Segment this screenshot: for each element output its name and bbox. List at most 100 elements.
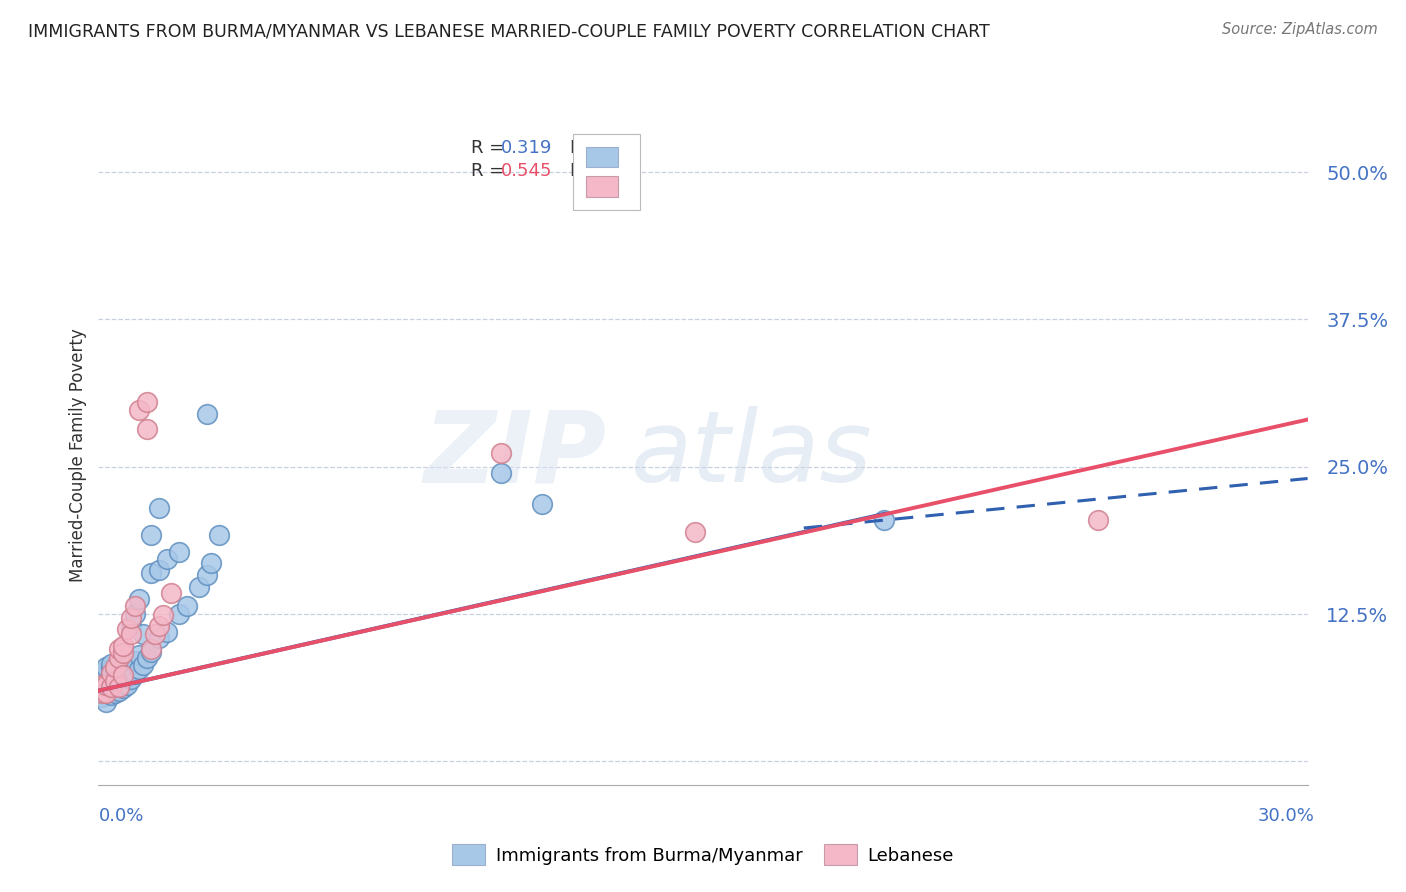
Point: [139, 645, 162, 659]
Text: N =: N =: [569, 162, 610, 180]
Point: [120, 610, 142, 624]
Point: [100, 662, 122, 677]
Point: [103, 686, 125, 700]
Point: [1087, 513, 1109, 527]
Point: [120, 672, 142, 686]
Text: 0.319: 0.319: [501, 139, 553, 157]
Point: [100, 657, 122, 671]
Point: [200, 557, 222, 571]
Point: [120, 662, 142, 677]
Point: [111, 681, 134, 696]
Text: 29: 29: [600, 162, 623, 180]
Text: IMMIGRANTS FROM BURMA/MYANMAR VS LEBANESE MARRIED-COUPLE FAMILY POVERTY CORRELAT: IMMIGRANTS FROM BURMA/MYANMAR VS LEBANES…: [28, 22, 990, 40]
Point: [96, 678, 118, 692]
Point: [139, 566, 162, 580]
Point: [195, 407, 218, 421]
Point: [132, 657, 155, 672]
Point: [873, 513, 896, 527]
Point: [176, 599, 198, 613]
Point: [96, 686, 118, 700]
Point: [167, 607, 190, 621]
Point: [148, 564, 170, 578]
Point: [148, 619, 170, 633]
Point: [148, 631, 170, 645]
Point: [111, 639, 134, 653]
Point: [100, 665, 122, 680]
Point: [124, 599, 146, 613]
Point: [128, 403, 150, 417]
Y-axis label: Married-Couple Family Poverty: Married-Couple Family Poverty: [69, 328, 87, 582]
Point: [91, 686, 114, 700]
Point: [96, 680, 118, 694]
Text: ZIP: ZIP: [423, 407, 606, 503]
Point: [115, 623, 138, 637]
Point: [160, 586, 183, 600]
Point: [91, 674, 114, 689]
Point: [111, 665, 134, 680]
Point: [107, 650, 129, 665]
Point: [96, 667, 118, 681]
Text: R =: R =: [471, 139, 510, 157]
Point: [107, 642, 129, 657]
Point: [128, 591, 150, 606]
Point: [156, 551, 179, 566]
Point: [208, 528, 231, 542]
Point: [111, 668, 134, 682]
Point: [91, 690, 114, 704]
Point: [530, 498, 553, 512]
Point: [167, 544, 190, 558]
Point: [124, 667, 146, 681]
Point: [115, 669, 138, 683]
Point: [100, 689, 122, 703]
Point: [195, 568, 218, 582]
Text: Source: ZipAtlas.com: Source: ZipAtlas.com: [1222, 22, 1378, 37]
Text: atlas: atlas: [630, 407, 872, 503]
Point: [152, 608, 174, 623]
Point: [91, 678, 114, 692]
Point: [156, 624, 179, 639]
Text: N =: N =: [569, 139, 610, 157]
Point: [683, 524, 706, 539]
Point: [139, 642, 162, 657]
Point: [103, 672, 125, 686]
Point: [132, 627, 155, 641]
Point: [111, 646, 134, 660]
Point: [100, 680, 122, 694]
Point: [107, 662, 129, 677]
Legend: Immigrants from Burma/Myanmar, Lebanese: Immigrants from Burma/Myanmar, Lebanese: [443, 835, 963, 874]
Point: [135, 422, 157, 436]
Point: [96, 660, 118, 674]
Text: 61: 61: [600, 139, 623, 157]
Point: [120, 627, 142, 641]
Point: [107, 669, 129, 683]
Point: [491, 466, 513, 480]
Point: [128, 662, 150, 677]
Point: [103, 674, 125, 689]
Point: [120, 619, 142, 633]
Point: [139, 528, 162, 542]
Text: 0.545: 0.545: [501, 162, 553, 180]
Point: [115, 678, 138, 692]
Point: [107, 680, 129, 694]
Point: [96, 674, 118, 689]
Point: [188, 580, 211, 594]
Point: [107, 678, 129, 692]
Point: [91, 681, 114, 696]
Point: [491, 445, 513, 459]
Point: [103, 679, 125, 693]
Point: [96, 686, 118, 700]
Text: 0.0%: 0.0%: [98, 807, 143, 825]
Point: [148, 500, 170, 515]
Point: [115, 660, 138, 674]
Text: R =: R =: [471, 162, 510, 180]
Point: [135, 395, 157, 409]
Point: [103, 660, 125, 674]
Point: [135, 650, 157, 665]
Point: [100, 681, 122, 696]
Text: 30.0%: 30.0%: [1258, 807, 1315, 825]
Point: [103, 665, 125, 679]
Point: [100, 668, 122, 682]
Point: [128, 648, 150, 663]
Point: [100, 674, 122, 689]
Point: [111, 674, 134, 689]
